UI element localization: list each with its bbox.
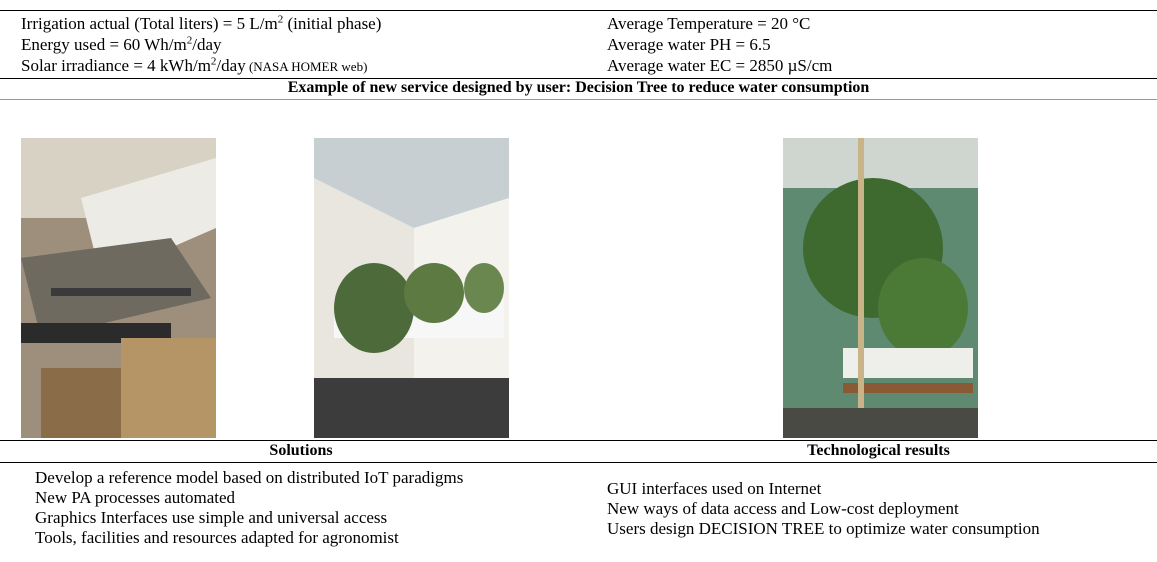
- text: /day: [192, 35, 222, 54]
- condition: Solar irradiance = 4 kWh/m2/day (NASA HO…: [21, 56, 367, 77]
- text: /day: [216, 56, 246, 75]
- column-heading: Technological results: [807, 442, 950, 459]
- list-item: Users design DECISION TREE to optimize w…: [607, 519, 1040, 538]
- superscript: 2: [277, 13, 284, 26]
- list-item: New ways of data access and Low-cost dep…: [607, 499, 959, 518]
- photo: [314, 138, 509, 438]
- list-item: Develop a reference model based on distr…: [35, 468, 464, 487]
- condition: Average Temperature = 20 °C: [607, 14, 811, 33]
- superscript: 2: [186, 34, 193, 47]
- condition: Average water PH = 6.5: [607, 35, 771, 54]
- condition: Energy used = 60 Wh/m2/day: [21, 35, 222, 55]
- text: (initial phase): [283, 14, 382, 33]
- list-item: New PA processes automated: [35, 488, 236, 507]
- rule: [0, 440, 1157, 441]
- superscript: 2: [210, 55, 217, 68]
- source-note: (NASA HOMER web): [245, 59, 368, 74]
- photo: [21, 138, 216, 438]
- list-item: Tools, facilities and resources adapted …: [35, 528, 399, 547]
- rule: [0, 99, 1157, 100]
- list-item: GUI interfaces used on Internet: [607, 479, 822, 498]
- list-item: Graphics Interfaces use simple and unive…: [35, 508, 388, 527]
- rule: [0, 10, 1157, 11]
- rule: [0, 78, 1157, 79]
- text: Energy used = 60 Wh/m: [21, 35, 187, 54]
- condition: Average water EC = 2850 µS/cm: [607, 56, 833, 75]
- text: Solar irradiance = 4 kWh/m: [21, 56, 211, 75]
- condition: Irrigation actual (Total liters) = 5 L/m…: [21, 14, 381, 34]
- column-heading: Solutions: [269, 442, 333, 459]
- rule: [0, 462, 1157, 463]
- text: Irrigation actual (Total liters) = 5 L/m: [21, 14, 278, 33]
- photo: [783, 138, 978, 438]
- section-heading: Example of new service designed by user:…: [287, 79, 870, 96]
